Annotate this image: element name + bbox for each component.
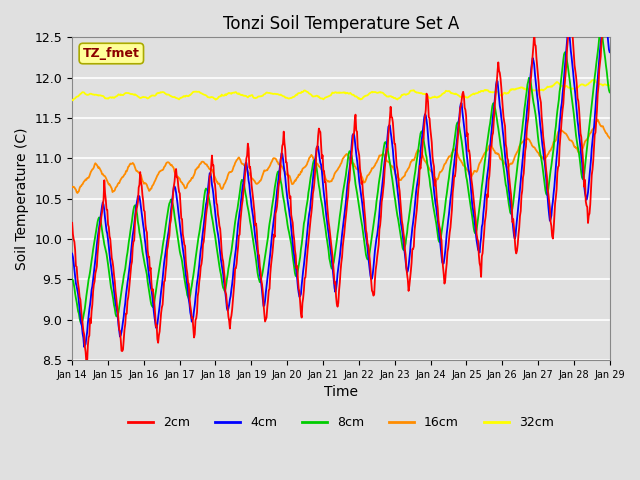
16cm xyxy=(134,169,142,175)
2cm xyxy=(134,199,142,205)
8cm xyxy=(77,320,85,326)
4cm xyxy=(80,344,88,350)
2cm xyxy=(407,268,415,274)
8cm xyxy=(79,317,86,323)
4cm xyxy=(134,193,142,199)
32cm xyxy=(189,90,196,96)
2cm xyxy=(217,236,225,241)
4cm xyxy=(407,239,415,244)
8cm xyxy=(134,219,142,225)
32cm xyxy=(422,92,430,98)
16cm xyxy=(189,175,196,181)
32cm xyxy=(589,77,597,83)
16cm xyxy=(68,184,76,190)
Y-axis label: Soil Temperature (C): Soil Temperature (C) xyxy=(15,127,29,270)
32cm xyxy=(134,94,142,99)
Legend: 2cm, 4cm, 8cm, 16cm, 32cm: 2cm, 4cm, 8cm, 16cm, 32cm xyxy=(123,411,559,434)
X-axis label: Time: Time xyxy=(324,385,358,399)
4cm xyxy=(600,8,608,14)
16cm xyxy=(74,190,81,196)
8cm xyxy=(597,27,605,33)
2cm xyxy=(68,220,76,226)
Line: 16cm: 16cm xyxy=(72,120,610,193)
8cm xyxy=(407,200,415,206)
4cm xyxy=(606,49,614,55)
4cm xyxy=(78,323,86,329)
4cm xyxy=(68,251,76,256)
32cm xyxy=(217,93,225,99)
Title: Tonzi Soil Temperature Set A: Tonzi Soil Temperature Set A xyxy=(223,15,459,33)
16cm xyxy=(606,135,614,141)
16cm xyxy=(217,185,225,191)
Line: 4cm: 4cm xyxy=(72,11,610,347)
Line: 2cm: 2cm xyxy=(72,0,610,363)
4cm xyxy=(217,257,225,263)
32cm xyxy=(68,97,76,103)
8cm xyxy=(422,154,430,160)
Line: 8cm: 8cm xyxy=(72,30,610,323)
4cm xyxy=(189,317,196,323)
16cm xyxy=(407,159,415,165)
4cm xyxy=(422,117,430,123)
8cm xyxy=(217,271,225,277)
8cm xyxy=(606,89,614,95)
16cm xyxy=(594,117,602,122)
32cm xyxy=(407,88,415,94)
16cm xyxy=(79,181,86,187)
32cm xyxy=(69,97,77,103)
Text: TZ_fmet: TZ_fmet xyxy=(83,47,140,60)
8cm xyxy=(189,277,196,283)
2cm xyxy=(189,314,196,320)
Line: 32cm: 32cm xyxy=(72,80,610,100)
2cm xyxy=(606,25,614,31)
8cm xyxy=(68,276,76,282)
2cm xyxy=(83,360,91,366)
32cm xyxy=(79,89,86,95)
2cm xyxy=(422,91,430,96)
32cm xyxy=(606,83,614,88)
2cm xyxy=(78,315,86,321)
16cm xyxy=(422,160,430,166)
